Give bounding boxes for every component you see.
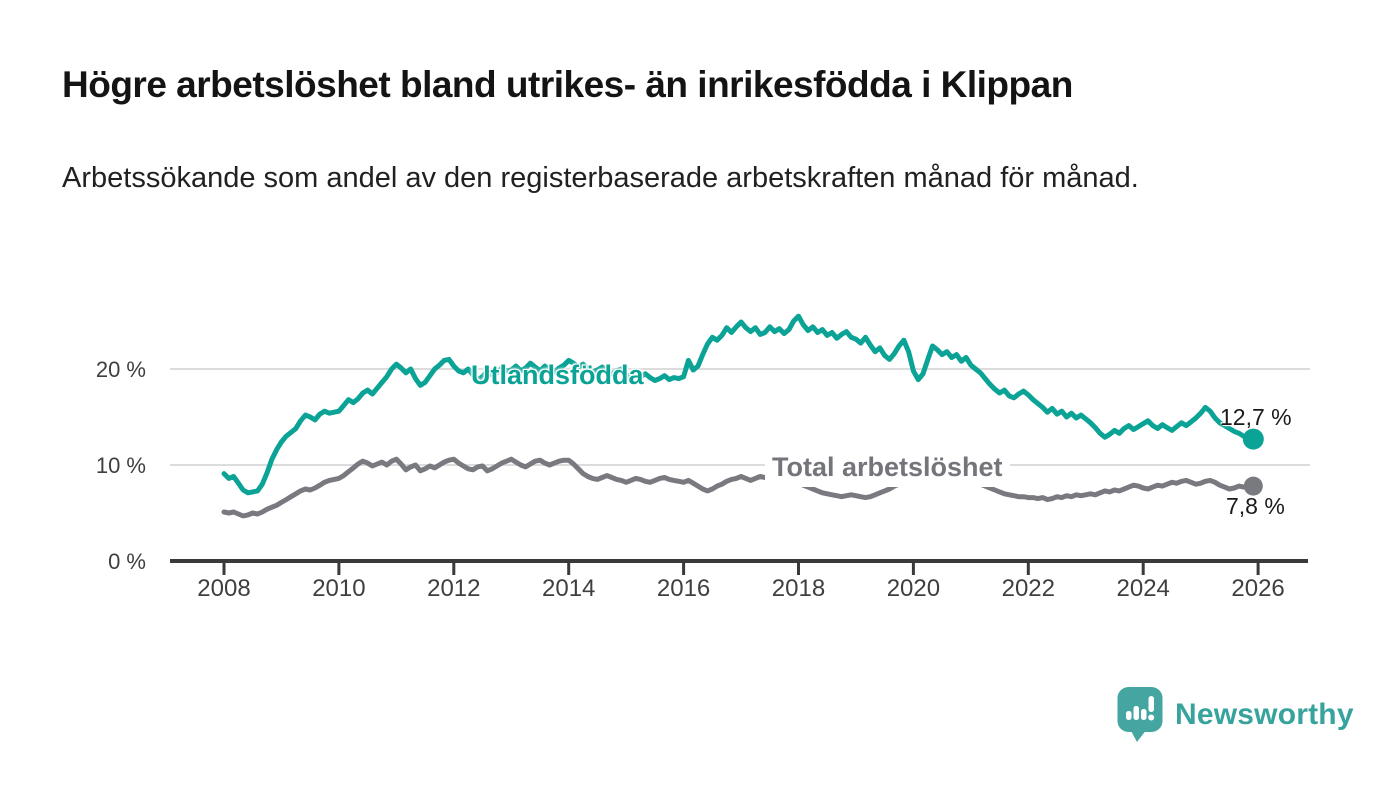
x-tick-label-2022: 2022 — [1002, 575, 1055, 602]
x-tick-label-2020: 2020 — [887, 575, 940, 602]
y-tick-label-0: 0 % — [108, 549, 146, 574]
series-line-0 — [221, 313, 1256, 496]
x-tick-label-2026: 2026 — [1231, 575, 1284, 602]
page-title: Högre arbetslöshet bland utrikes- än inr… — [62, 64, 1073, 105]
x-tick-label-2014: 2014 — [542, 575, 595, 602]
end-dot-1 — [1243, 476, 1263, 496]
x-tick-label-2010: 2010 — [312, 575, 365, 602]
newsworthy-logo-text: Newsworthy — [1175, 697, 1354, 731]
x-tick-label-2016: 2016 — [657, 575, 710, 602]
newsworthy-logo: Newsworthy — [1117, 686, 1354, 743]
series-label-total-arbetsloshet: Total arbetslöshet — [765, 450, 1010, 487]
end-value-label-total: 7,8 % — [1226, 493, 1285, 519]
x-tick-label-2008: 2008 — [197, 575, 250, 602]
y-tick-label-20: 20 % — [96, 357, 146, 382]
newsworthy-logo-icon — [1117, 687, 1163, 742]
x-tick-label-2012: 2012 — [427, 575, 480, 602]
x-tick-label-2018: 2018 — [772, 575, 825, 602]
series-label-utlandsfodda: Utlandsfödda — [471, 360, 644, 390]
end-dot-0 — [1242, 428, 1264, 450]
x-tick-label-2024: 2024 — [1117, 575, 1170, 602]
chart-subtitle: Arbetssökande som andel av den registerb… — [62, 162, 1139, 194]
y-tick-label-10: 10 % — [96, 453, 146, 478]
series-line-1 — [221, 456, 1256, 519]
end-value-label-utlandsfodda: 12,7 % — [1220, 404, 1292, 430]
